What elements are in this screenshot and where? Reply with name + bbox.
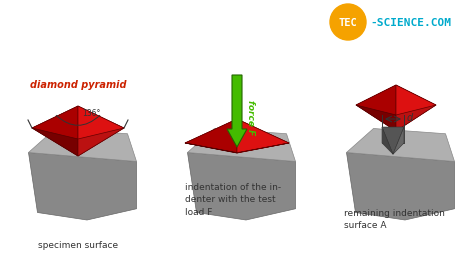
Text: -SCIENCE.COM: -SCIENCE.COM (370, 18, 451, 28)
Circle shape (330, 4, 366, 40)
Polygon shape (78, 106, 124, 156)
Polygon shape (32, 106, 124, 139)
Polygon shape (356, 85, 396, 131)
Polygon shape (28, 128, 137, 161)
Polygon shape (237, 143, 289, 153)
Polygon shape (78, 128, 124, 156)
Polygon shape (396, 105, 436, 131)
FancyArrow shape (227, 75, 247, 147)
Polygon shape (185, 119, 237, 153)
Polygon shape (185, 119, 289, 153)
Polygon shape (237, 119, 289, 153)
Polygon shape (382, 127, 393, 154)
Text: diamond pyramid: diamond pyramid (30, 80, 126, 90)
Text: 136°: 136° (82, 109, 100, 118)
Polygon shape (356, 105, 396, 131)
Polygon shape (185, 143, 237, 153)
Text: indentation of the in-
denter with the test
load F: indentation of the in- denter with the t… (185, 183, 281, 217)
Polygon shape (32, 128, 78, 156)
Polygon shape (382, 127, 404, 143)
Polygon shape (28, 152, 137, 220)
Polygon shape (393, 127, 404, 154)
Polygon shape (356, 85, 436, 115)
Polygon shape (188, 128, 295, 161)
Polygon shape (396, 85, 436, 131)
Text: force F: force F (246, 100, 255, 136)
Polygon shape (382, 127, 404, 154)
Text: TEC: TEC (338, 18, 357, 28)
Polygon shape (346, 128, 455, 161)
Polygon shape (32, 106, 78, 156)
Polygon shape (346, 152, 455, 220)
Polygon shape (188, 152, 295, 220)
Text: remaining indentation
surface A: remaining indentation surface A (344, 209, 445, 230)
Text: d: d (407, 113, 413, 123)
Text: specimen surface: specimen surface (38, 241, 118, 250)
